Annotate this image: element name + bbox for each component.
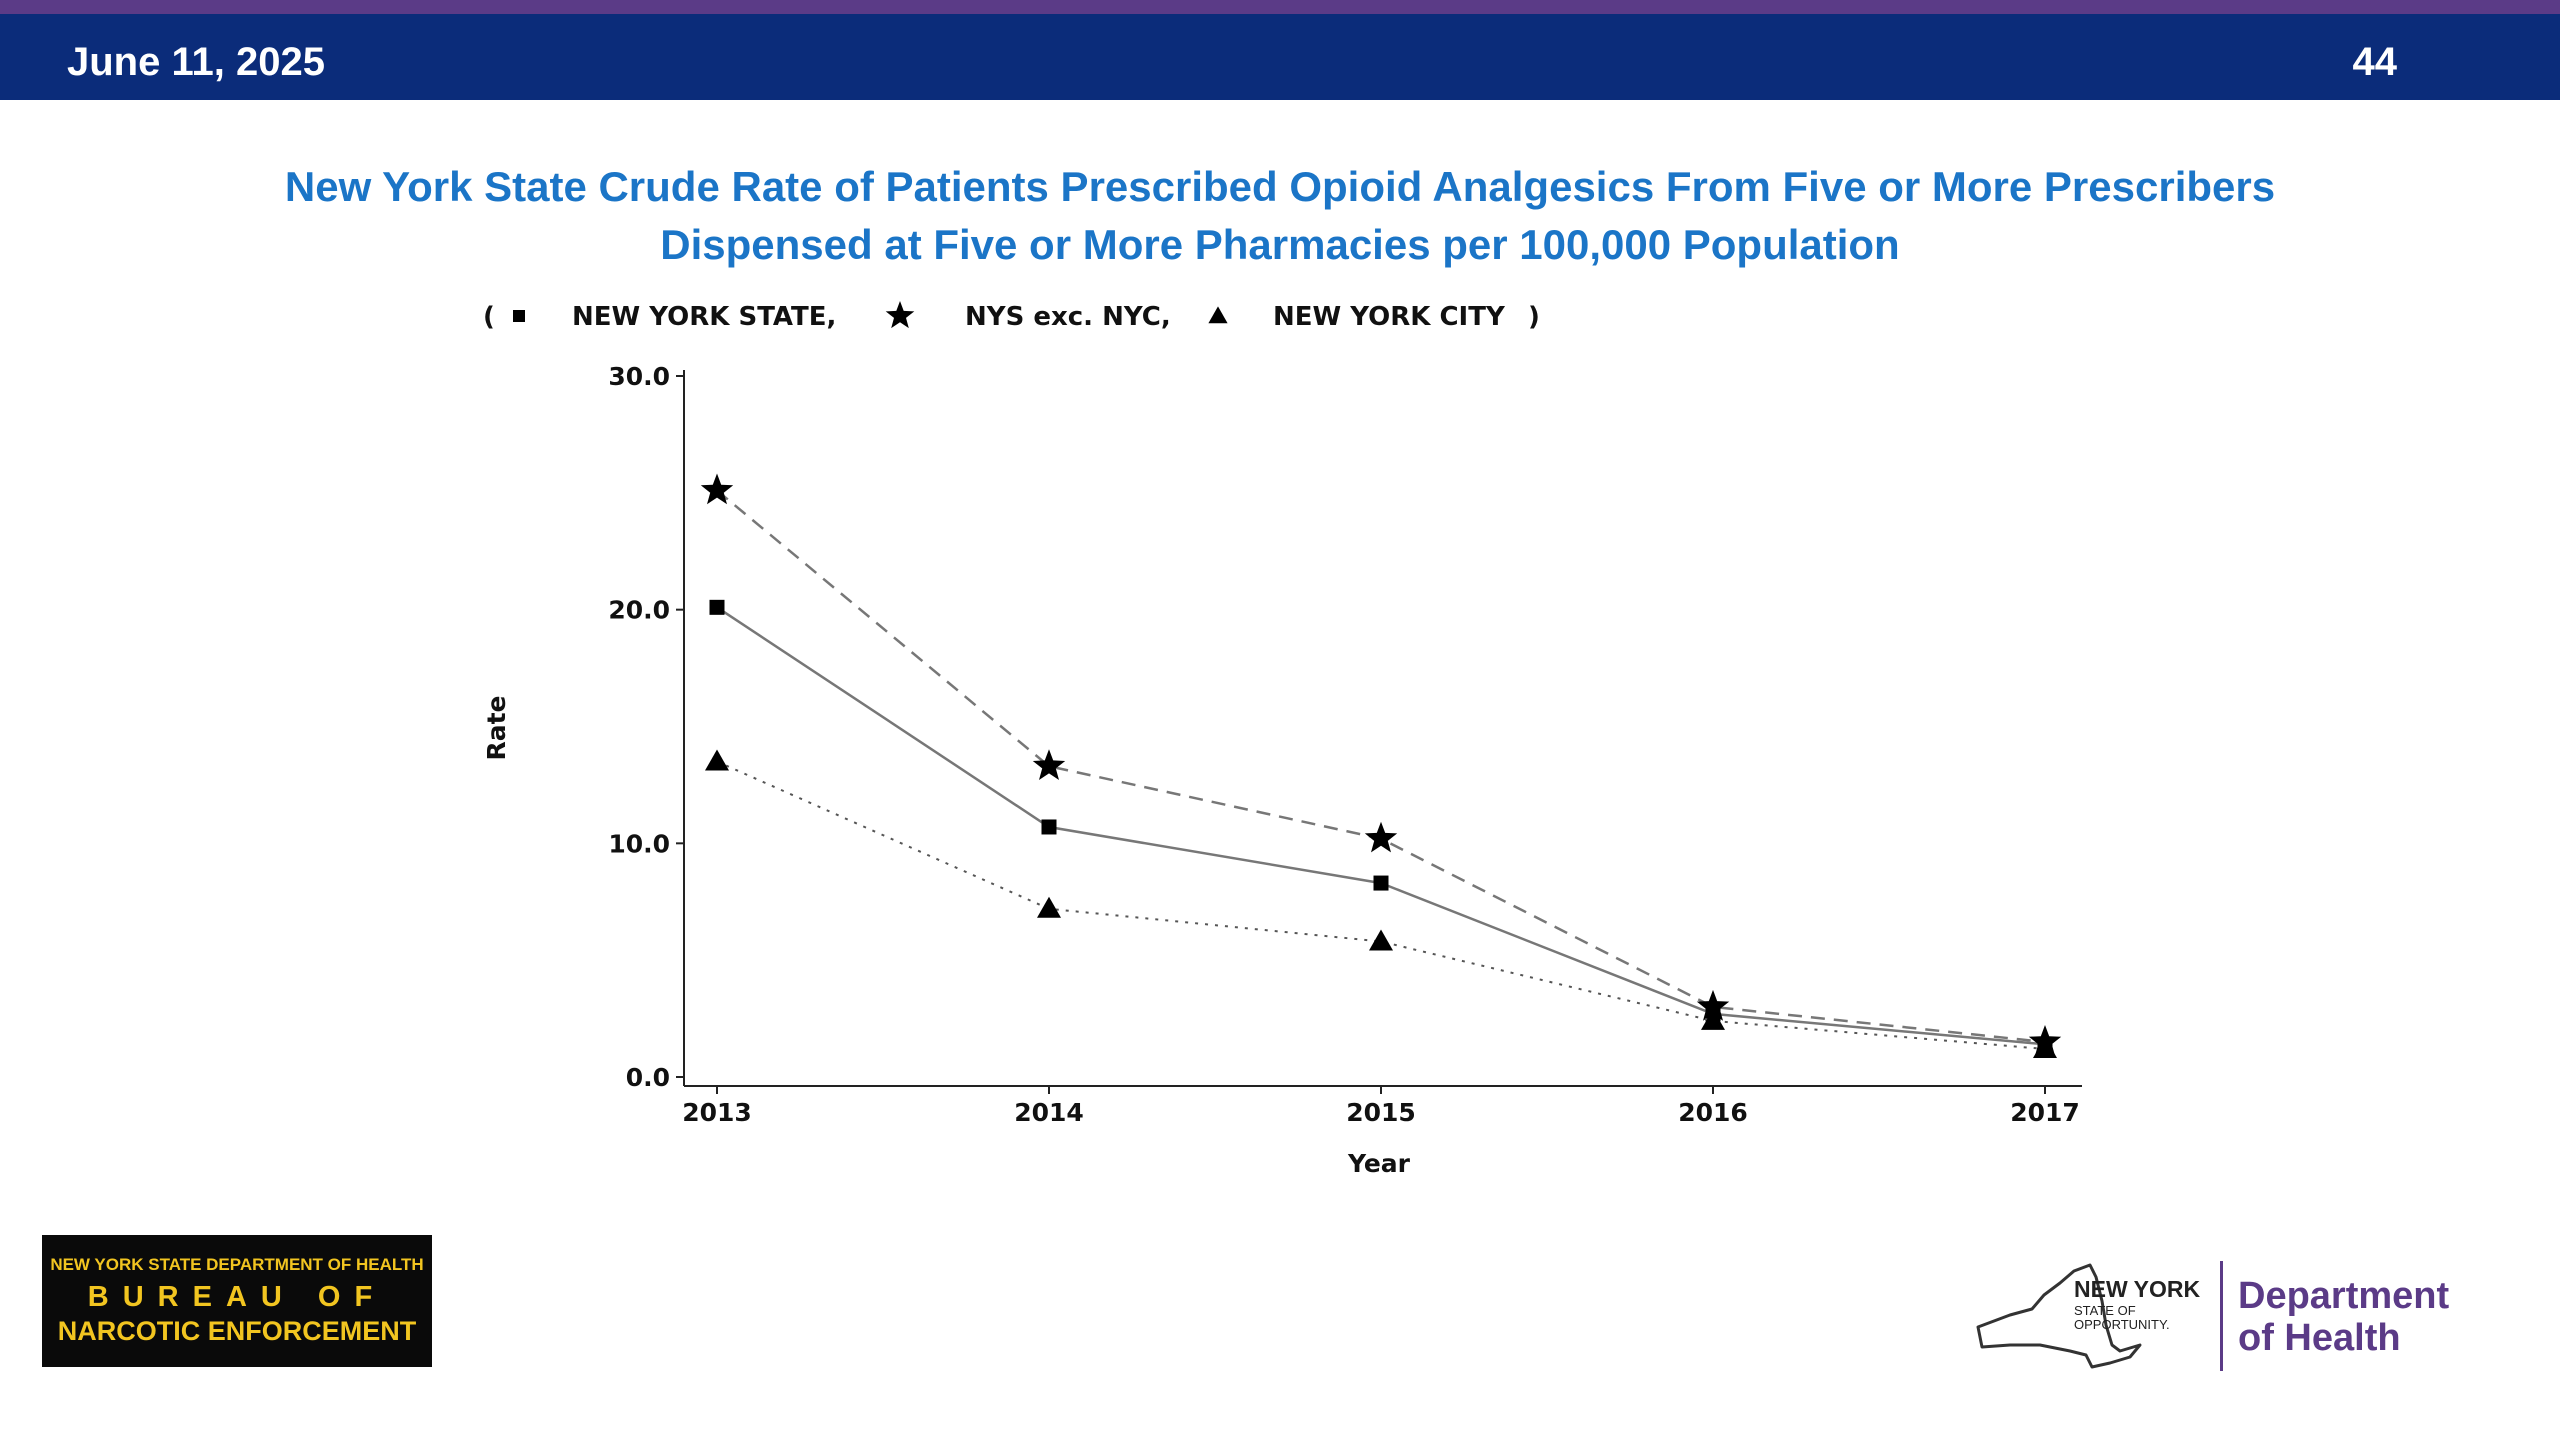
nys-logo-department: Department of Health (2238, 1275, 2449, 1359)
data-point-nys-exc-nyc (700, 473, 734, 505)
nys-logo-divider (2220, 1261, 2223, 1371)
x-tick-label: 2013 (682, 1098, 752, 1127)
data-point-nys-exc-nyc (1696, 989, 1730, 1021)
data-point-new-york-city (2033, 1036, 2057, 1058)
data-point-new-york-city (1037, 896, 1061, 918)
bureau-narcotic-enforcement-logo: NEW YORK STATE DEPARTMENT OF HEALTH BURE… (42, 1235, 432, 1367)
bne-logo-line-2: BUREAU OF (87, 1281, 387, 1313)
legend-open-paren: ( (483, 302, 495, 332)
page-number: 44 (2352, 40, 2398, 84)
legend-label-nys-exc-nyc: NYS exc. NYC, (965, 302, 1171, 332)
chart-title: New York State Crude Rate of Patients Pr… (0, 158, 2560, 274)
x-axis-title: Year (1347, 1149, 1411, 1178)
legend-marker-new-york-state (513, 310, 525, 322)
series-line-nys-exc-nyc (716, 489, 2046, 1044)
data-point-new-york-state (709, 599, 725, 615)
legend-marker-nys-exc-nyc (885, 301, 915, 329)
legend-label-new-york-state: NEW YORK STATE, (572, 302, 836, 332)
legend-marker-new-york-city (1208, 306, 1228, 324)
chart-title-line-1: New York State Crude Rate of Patients Pr… (284, 163, 2276, 210)
data-point-nys-exc-nyc (1364, 821, 1398, 853)
x-tick-label: 2015 (1346, 1098, 1416, 1127)
data-point-nys-exc-nyc (1032, 749, 1066, 780)
bne-logo-line-3: NARCOTIC ENFORCEMENT (57, 1316, 417, 1346)
legend-label-new-york-city: NEW YORK CITY (1273, 302, 1506, 332)
series-line-new-york-city (716, 760, 2046, 1050)
data-point-new-york-city (1701, 1008, 1725, 1030)
nys-logo-name: NEW YORK (2074, 1276, 2201, 1302)
y-tick-label: 20.0 (608, 596, 670, 625)
data-point-new-york-state (1041, 819, 1057, 835)
data-point-new-york-city (1369, 929, 1393, 951)
x-tick-label: 2016 (1678, 1098, 1748, 1127)
x-tick-label: 2017 (2010, 1098, 2080, 1127)
legend-close-paren: ) (1528, 302, 1540, 332)
nys-logo-tagline: STATE OF OPPORTUNITY. (2074, 1303, 2170, 1332)
data-point-new-york-state (1373, 875, 1389, 891)
y-tick-label: 0.0 (626, 1063, 670, 1092)
data-point-new-york-city (705, 749, 729, 771)
y-tick-label: 30.0 (608, 362, 670, 391)
header-bar (0, 14, 2560, 100)
nys-logo-department-line-2: of Health (2238, 1317, 2401, 1359)
bne-logo-line-1: NEW YORK STATE DEPARTMENT OF HEALTH (50, 1255, 424, 1274)
nys-logo-department-line-1: Department (2238, 1275, 2450, 1317)
x-tick-label: 2014 (1014, 1098, 1084, 1127)
top-accent-strip (0, 0, 2560, 14)
y-axis-title: Rate (482, 695, 511, 760)
chart-title-line-2: Dispensed at Five or More Pharmacies per… (660, 221, 1900, 268)
nys-department-of-health-logo: NEW YORK STATE OF OPPORTUNITY. Departmen… (1970, 1255, 2470, 1375)
y-tick-label: 10.0 (608, 829, 670, 858)
new-york-state-map-icon (1976, 1263, 2142, 1369)
header-date: June 11, 2025 (67, 40, 325, 84)
